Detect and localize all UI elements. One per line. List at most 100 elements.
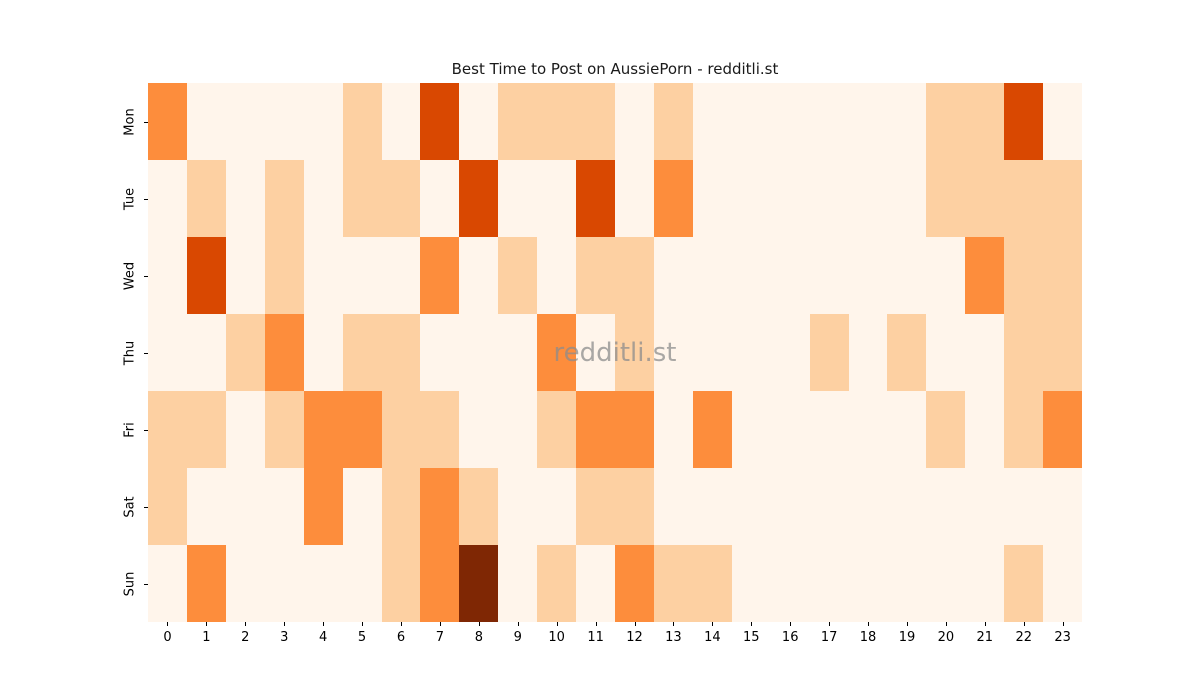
chart-title: Best Time to Post on AussiePorn - reddit… xyxy=(451,60,779,78)
heatmap-cell xyxy=(459,314,499,391)
x-tick-label: 16 xyxy=(781,630,799,645)
x-tick-label: 6 xyxy=(396,630,406,645)
y-tick-label: Tue xyxy=(122,187,138,210)
x-tick-mark xyxy=(868,622,870,626)
heatmap-cell xyxy=(692,83,732,160)
y-tick-group: Wed xyxy=(112,237,148,314)
heatmap-cell xyxy=(809,314,849,391)
heatmap-cell xyxy=(731,391,771,468)
x-tick-group: 20 xyxy=(926,622,965,654)
heatmap-cell xyxy=(770,160,810,237)
heatmap-cell xyxy=(576,468,615,545)
heatmap-cell xyxy=(381,468,421,545)
heatmap-cell xyxy=(225,391,265,468)
heatmap-cell xyxy=(770,391,810,468)
heatmap-cell xyxy=(848,391,888,468)
heatmap-cell xyxy=(615,314,654,391)
heatmap-cell xyxy=(731,83,771,160)
heatmap-cell xyxy=(498,545,538,622)
heatmap-cell xyxy=(381,83,421,160)
x-tick-label: 23 xyxy=(1054,630,1071,645)
heatmap-cell xyxy=(926,545,966,622)
heatmap-cell xyxy=(303,160,343,237)
heatmap-grid xyxy=(148,83,1082,622)
x-tick-group: 0 xyxy=(148,622,187,654)
heatmap-cell xyxy=(692,391,732,468)
heatmap-cell xyxy=(303,314,343,391)
heatmap-cell xyxy=(498,237,538,314)
heatmap-cell xyxy=(186,160,226,237)
heatmap-cell xyxy=(965,314,1005,391)
heatmap-cell xyxy=(148,83,187,160)
heatmap-cell xyxy=(848,237,888,314)
heatmap-cell xyxy=(770,468,810,545)
heatmap-cell xyxy=(342,83,382,160)
x-tick-label: 18 xyxy=(859,630,877,645)
heatmap-cell xyxy=(965,468,1005,545)
heatmap-cell xyxy=(459,83,499,160)
heatmap-cell xyxy=(225,468,265,545)
x-tick-mark xyxy=(478,622,480,626)
x-tick-group: 13 xyxy=(654,622,693,654)
heatmap-cell xyxy=(848,83,888,160)
heatmap-cell xyxy=(653,314,693,391)
heatmap-cell xyxy=(420,237,460,314)
heatmap-cell xyxy=(381,314,421,391)
heatmap-cell xyxy=(731,314,771,391)
heatmap-cell xyxy=(342,545,382,622)
heatmap-cell xyxy=(225,83,265,160)
y-tick-group: Fri xyxy=(112,391,148,468)
heatmap-cell xyxy=(692,237,732,314)
x-tick-group: 16 xyxy=(771,622,810,654)
y-tick-label: Fri xyxy=(122,421,138,438)
heatmap-cell xyxy=(420,160,460,237)
heatmap-cell xyxy=(225,237,265,314)
x-tick-label: 15 xyxy=(743,630,760,645)
heatmap-cell xyxy=(615,237,654,314)
x-tick-mark xyxy=(984,622,986,626)
heatmap-cell xyxy=(498,391,538,468)
x-tick-label: 22 xyxy=(1015,630,1033,645)
y-tick-group: Mon xyxy=(112,83,148,160)
heatmap-cell xyxy=(148,160,187,237)
heatmap-cell xyxy=(576,545,615,622)
y-tick-mark xyxy=(144,583,148,585)
heatmap-cell xyxy=(264,545,304,622)
heatmap-cell xyxy=(186,314,226,391)
x-tick-label: 20 xyxy=(937,630,955,645)
x-tick-label: 19 xyxy=(898,630,916,645)
heatmap-cell xyxy=(148,545,187,622)
x-tick-label: 1 xyxy=(202,630,211,645)
x-tick-group: 4 xyxy=(304,622,343,654)
x-tick-mark xyxy=(167,622,169,626)
x-tick-label: 7 xyxy=(435,630,445,645)
x-tick-label: 0 xyxy=(163,630,172,645)
x-tick-mark xyxy=(245,622,247,626)
x-tick-mark xyxy=(1023,622,1025,626)
x-tick-mark xyxy=(206,622,208,626)
heatmap-cell xyxy=(498,468,538,545)
x-axis: 0 1 2 3 4 5 6 7 8 9 10 11 12 13 14 15 16 17 18 19 20 21 22 23 xyxy=(148,622,1082,654)
heatmap-cell xyxy=(887,314,927,391)
heatmap-cell xyxy=(225,314,265,391)
heatmap-cell xyxy=(1043,391,1082,468)
x-tick-mark xyxy=(712,622,714,626)
heatmap-cell xyxy=(770,314,810,391)
x-tick-mark xyxy=(790,622,792,626)
y-tick-mark xyxy=(144,198,148,200)
heatmap-cell xyxy=(887,545,927,622)
heatmap-cell xyxy=(965,391,1005,468)
x-tick-label: 2 xyxy=(241,630,250,645)
heatmap-cell xyxy=(965,83,1005,160)
heatmap-cell xyxy=(926,391,966,468)
heatmap-cell xyxy=(303,83,343,160)
y-tick-label: Wed xyxy=(122,261,138,290)
heatmap-cell xyxy=(498,83,538,160)
heatmap-cell xyxy=(1004,468,1044,545)
x-tick-label: 9 xyxy=(513,630,522,645)
heatmap-cell xyxy=(576,83,615,160)
heatmap-cell xyxy=(848,468,888,545)
heatmap-cell xyxy=(653,237,693,314)
heatmap-cell xyxy=(186,237,226,314)
heatmap-cell xyxy=(615,391,654,468)
